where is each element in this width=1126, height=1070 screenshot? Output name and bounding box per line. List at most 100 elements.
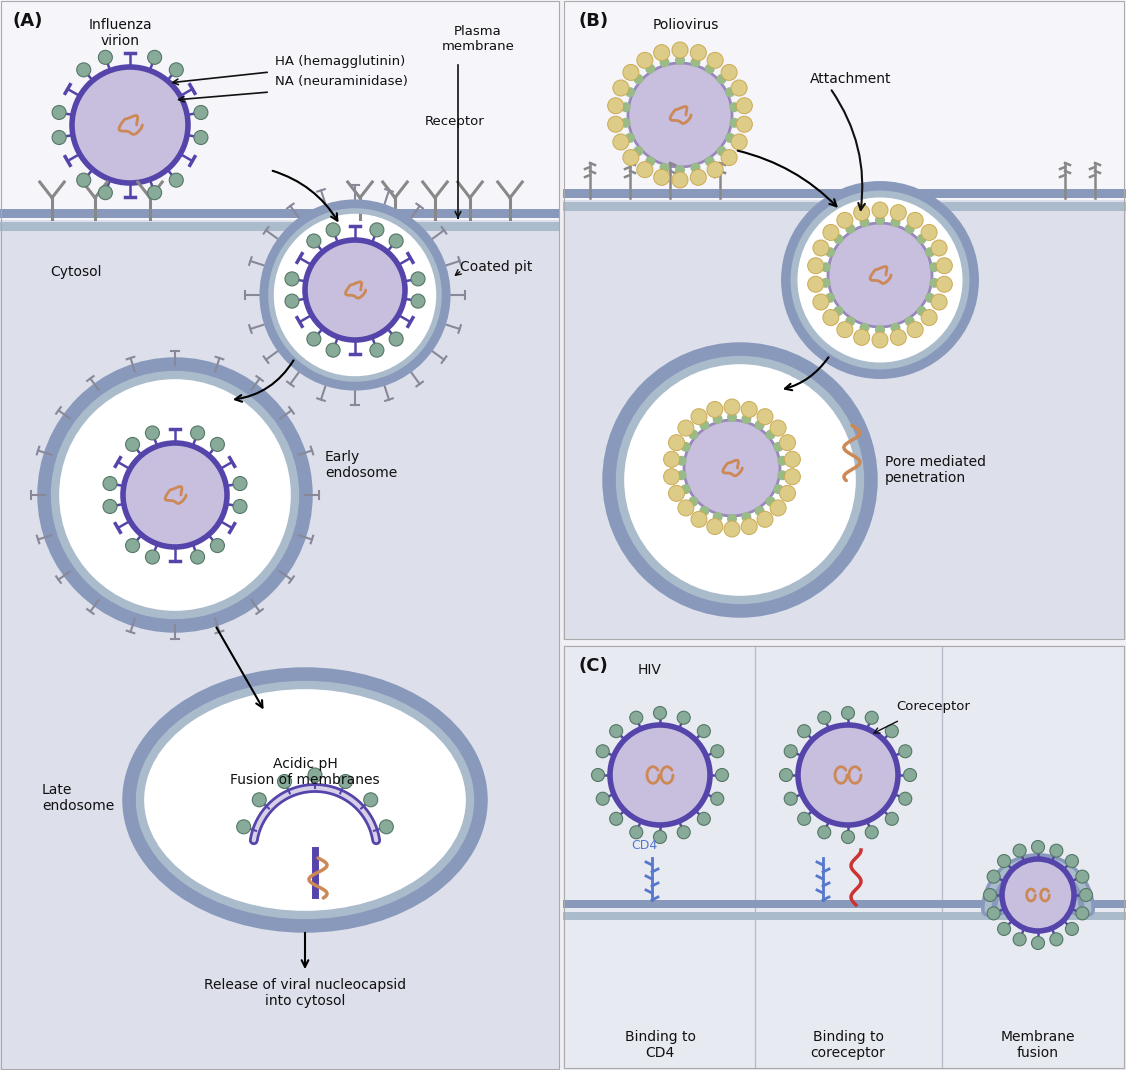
Circle shape: [813, 240, 829, 256]
Circle shape: [713, 414, 723, 424]
Circle shape: [608, 117, 624, 133]
Circle shape: [1065, 855, 1079, 868]
Circle shape: [741, 414, 751, 424]
Circle shape: [390, 332, 403, 346]
Circle shape: [327, 343, 340, 357]
Circle shape: [634, 146, 643, 156]
Circle shape: [731, 134, 748, 150]
Circle shape: [875, 215, 885, 225]
Text: (C): (C): [578, 657, 608, 675]
Circle shape: [885, 724, 899, 737]
Circle shape: [1013, 933, 1026, 946]
Circle shape: [683, 421, 780, 516]
Circle shape: [904, 224, 914, 233]
Circle shape: [790, 190, 969, 370]
Circle shape: [917, 234, 927, 244]
Circle shape: [390, 234, 403, 248]
Text: Poliovirus: Poliovirus: [653, 18, 720, 32]
Circle shape: [688, 429, 698, 440]
Circle shape: [736, 97, 752, 113]
Ellipse shape: [620, 360, 860, 600]
Circle shape: [727, 514, 738, 524]
Circle shape: [126, 538, 140, 552]
Circle shape: [724, 521, 740, 537]
Circle shape: [660, 163, 670, 172]
Text: Cytosol: Cytosol: [50, 265, 101, 279]
Circle shape: [854, 204, 869, 220]
Text: NA (neuraminidase): NA (neuraminidase): [275, 75, 408, 88]
Circle shape: [369, 343, 384, 357]
Circle shape: [613, 80, 629, 96]
Circle shape: [236, 820, 251, 834]
Circle shape: [774, 442, 784, 452]
Circle shape: [730, 102, 740, 112]
Circle shape: [305, 240, 405, 340]
Circle shape: [169, 63, 184, 77]
Circle shape: [725, 87, 735, 97]
Circle shape: [713, 511, 723, 522]
Circle shape: [629, 826, 643, 839]
Circle shape: [721, 64, 738, 80]
Circle shape: [145, 550, 160, 564]
Circle shape: [724, 399, 740, 415]
Circle shape: [660, 57, 670, 67]
Circle shape: [1049, 844, 1063, 857]
Circle shape: [102, 500, 117, 514]
Circle shape: [833, 306, 843, 316]
FancyBboxPatch shape: [0, 209, 560, 218]
Circle shape: [1049, 933, 1063, 946]
Circle shape: [797, 724, 811, 737]
Circle shape: [194, 131, 208, 144]
Circle shape: [145, 426, 160, 440]
Circle shape: [707, 401, 723, 417]
Circle shape: [891, 217, 901, 227]
Circle shape: [841, 830, 855, 843]
Circle shape: [779, 486, 795, 502]
Circle shape: [690, 169, 706, 185]
Ellipse shape: [140, 685, 470, 915]
Text: Early
endosome: Early endosome: [325, 449, 397, 480]
Circle shape: [705, 64, 715, 74]
Circle shape: [1002, 859, 1074, 931]
Circle shape: [841, 706, 855, 719]
FancyBboxPatch shape: [0, 0, 560, 1070]
Circle shape: [821, 278, 831, 288]
Ellipse shape: [55, 374, 295, 615]
Circle shape: [825, 293, 835, 303]
FancyBboxPatch shape: [563, 189, 1126, 198]
Circle shape: [711, 792, 724, 806]
Circle shape: [872, 332, 888, 348]
Circle shape: [620, 102, 631, 112]
Circle shape: [663, 469, 680, 485]
FancyBboxPatch shape: [0, 221, 560, 231]
Text: (A): (A): [12, 12, 43, 30]
Circle shape: [854, 330, 869, 346]
Circle shape: [98, 50, 113, 64]
Circle shape: [813, 294, 829, 310]
Circle shape: [798, 725, 899, 825]
Circle shape: [379, 820, 393, 834]
Circle shape: [369, 223, 384, 236]
Circle shape: [691, 511, 707, 528]
Circle shape: [711, 745, 724, 758]
Circle shape: [891, 330, 906, 346]
Circle shape: [697, 724, 711, 737]
Circle shape: [699, 506, 709, 516]
Text: Release of viral nucleocapsid
into cytosol: Release of viral nucleocapsid into cytos…: [204, 978, 406, 1008]
Circle shape: [674, 55, 685, 65]
Text: HIV: HIV: [638, 663, 662, 677]
Circle shape: [988, 907, 1000, 920]
FancyBboxPatch shape: [563, 202, 1126, 211]
Circle shape: [715, 768, 729, 781]
Circle shape: [211, 438, 224, 452]
Circle shape: [725, 133, 735, 143]
Circle shape: [736, 117, 752, 133]
Circle shape: [988, 870, 1000, 883]
Circle shape: [998, 855, 1010, 868]
Circle shape: [1031, 936, 1045, 949]
Circle shape: [1013, 844, 1026, 857]
Circle shape: [52, 106, 66, 120]
Circle shape: [770, 500, 786, 516]
Circle shape: [98, 186, 113, 200]
Circle shape: [680, 442, 690, 452]
